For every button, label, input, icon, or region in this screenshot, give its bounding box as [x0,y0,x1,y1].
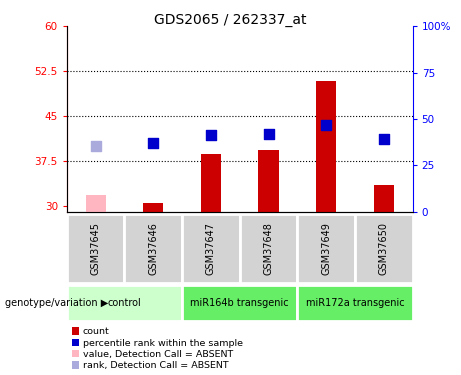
Bar [316,81,336,212]
Bar [67,285,182,321]
Text: genotype/variation ▶: genotype/variation ▶ [5,298,108,308]
Text: GSM37647: GSM37647 [206,222,216,275]
Bar [259,150,278,212]
Text: GSM37648: GSM37648 [264,222,273,275]
Text: GSM37645: GSM37645 [91,222,100,275]
Text: control: control [107,298,142,308]
Text: GSM37649: GSM37649 [321,222,331,275]
Bar [67,214,124,283]
Bar [374,185,394,212]
Text: GSM37650: GSM37650 [379,222,389,275]
Point [149,140,157,146]
Bar [86,195,106,212]
Bar [355,214,413,283]
Bar [124,214,182,283]
Point [207,132,214,138]
Bar [297,285,413,321]
Bar [182,285,297,321]
Point [265,131,272,137]
Text: GDS2065 / 262337_at: GDS2065 / 262337_at [154,13,307,27]
Text: miR172a transgenic: miR172a transgenic [306,298,404,308]
Legend: count, percentile rank within the sample, value, Detection Call = ABSENT, rank, : count, percentile rank within the sample… [71,327,243,370]
Bar [143,204,163,212]
Text: GSM37646: GSM37646 [148,222,158,275]
Point [92,143,99,149]
Point [380,136,387,142]
Bar [182,214,240,283]
Point [322,122,330,128]
Bar [201,154,221,212]
Bar [240,214,297,283]
Bar [297,214,355,283]
Text: miR164b transgenic: miR164b transgenic [190,298,289,308]
